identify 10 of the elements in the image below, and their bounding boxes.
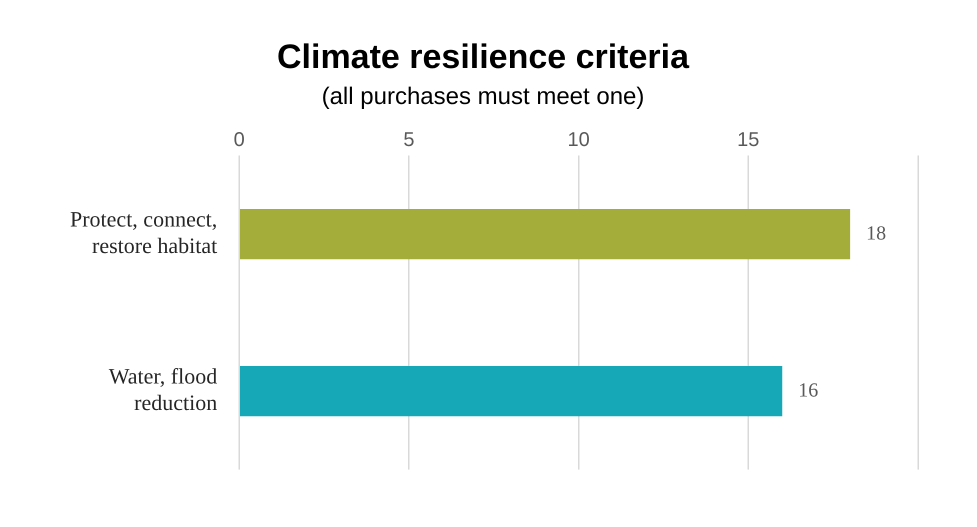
x-tick-label: 0 xyxy=(234,129,245,152)
x-tick-label: 15 xyxy=(737,129,760,152)
x-tick-label: 5 xyxy=(403,129,414,152)
data-label: 16 xyxy=(798,379,818,402)
y-tick-label: Protect, connect, restore habitat xyxy=(70,206,218,258)
data-label: 18 xyxy=(866,222,886,244)
chart-title: Climate resilience criteria xyxy=(276,38,690,76)
y-tick-label: Water, flood reduction xyxy=(108,364,218,416)
x-tick-label: 10 xyxy=(567,129,590,152)
chart-subtitle: (all purchases must meet one) xyxy=(322,82,644,110)
